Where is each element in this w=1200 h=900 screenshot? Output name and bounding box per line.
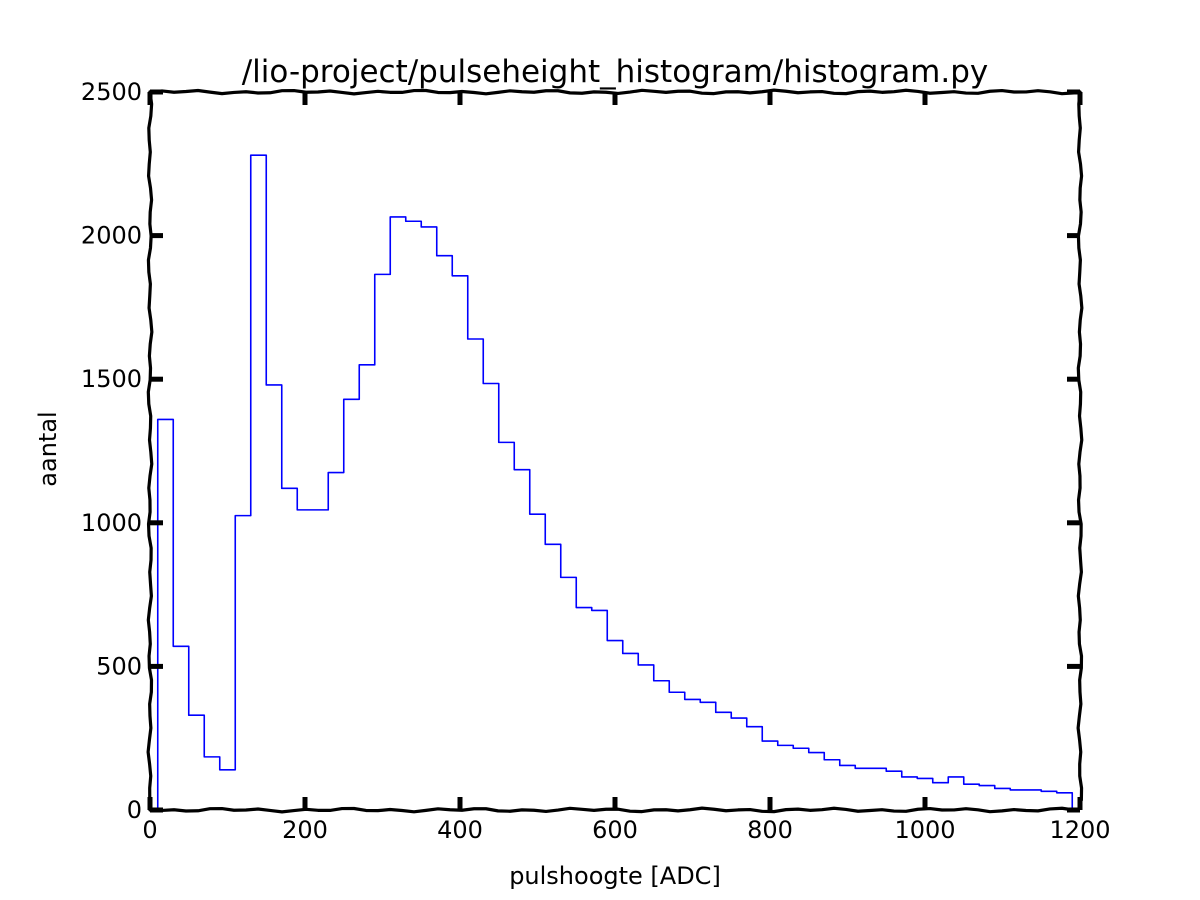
x-tick-label: 1200 — [1049, 816, 1110, 844]
y-tick-label: 2000 — [81, 222, 142, 250]
x-tick-label: 0 — [142, 816, 157, 844]
chart-title: /lio-project/pulseheight_histogram/histo… — [242, 54, 989, 90]
plot-frame — [146, 88, 1084, 814]
x-tick-label: 600 — [592, 816, 638, 844]
y-axis-label: aantal — [34, 411, 62, 486]
frame-left — [146, 90, 154, 802]
y-tick-label: 500 — [96, 652, 142, 680]
frame-bottom — [148, 806, 1076, 814]
x-ticks: 0 200 400 600 800 1000 1200 — [142, 92, 1111, 844]
y-tick-label: 0 — [127, 796, 142, 824]
y-tick-label: 2500 — [81, 78, 142, 106]
y-tick-label: 1000 — [81, 509, 142, 537]
plot-series — [153, 154, 1074, 811]
x-tick-label: 800 — [747, 816, 793, 844]
frame-top — [148, 88, 1076, 96]
x-axis-label: pulshoogte [ADC] — [509, 862, 721, 890]
x-tick-label: 400 — [437, 816, 483, 844]
y-ticks: 0 500 1000 1500 2000 2500 — [81, 78, 1080, 824]
frame-right — [1076, 90, 1084, 802]
y-tick-label: 1500 — [81, 365, 142, 393]
histogram-step-line — [153, 154, 1074, 811]
x-tick-label: 1000 — [894, 816, 955, 844]
x-tick-label: 200 — [282, 816, 328, 844]
